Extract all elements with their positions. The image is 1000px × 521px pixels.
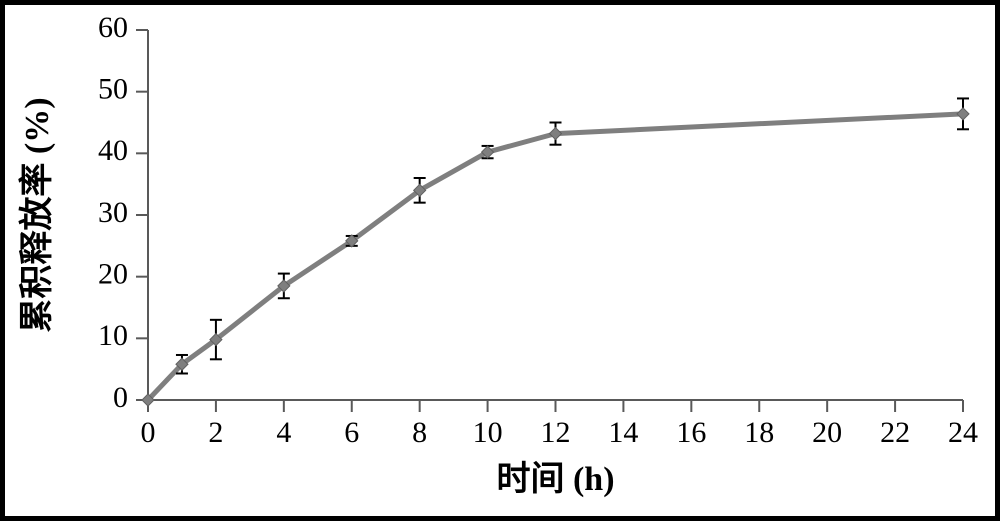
x-tick-label: 4 xyxy=(276,416,291,449)
x-tick-label: 2 xyxy=(208,416,223,449)
y-tick-label: 0 xyxy=(113,381,128,414)
data-marker xyxy=(957,108,969,120)
x-tick-label: 22 xyxy=(880,416,910,449)
release-chart: 0102030405060024681012141618202224累积释放率 … xyxy=(0,0,1000,521)
x-tick-label: 24 xyxy=(948,416,978,449)
y-tick-label: 40 xyxy=(98,134,128,167)
x-tick-label: 0 xyxy=(141,416,156,449)
x-tick-label: 16 xyxy=(676,416,706,449)
y-tick-label: 20 xyxy=(98,258,128,291)
chart-svg: 0102030405060024681012141618202224累积释放率 … xyxy=(0,0,1000,521)
data-marker xyxy=(550,128,562,140)
x-tick-label: 8 xyxy=(412,416,427,449)
y-axis-label: 累积释放率 (%) xyxy=(18,97,56,332)
x-tick-label: 10 xyxy=(473,416,503,449)
x-axis-label: 时间 (h) xyxy=(496,460,614,498)
x-tick-label: 20 xyxy=(812,416,842,449)
y-tick-label: 10 xyxy=(98,319,128,352)
x-tick-label: 12 xyxy=(541,416,571,449)
y-tick-label: 60 xyxy=(98,11,128,44)
data-line xyxy=(148,114,963,400)
x-tick-label: 18 xyxy=(744,416,774,449)
y-tick-label: 50 xyxy=(98,73,128,106)
x-tick-label: 6 xyxy=(344,416,359,449)
y-tick-label: 30 xyxy=(98,196,128,229)
x-tick-label: 14 xyxy=(608,416,638,449)
